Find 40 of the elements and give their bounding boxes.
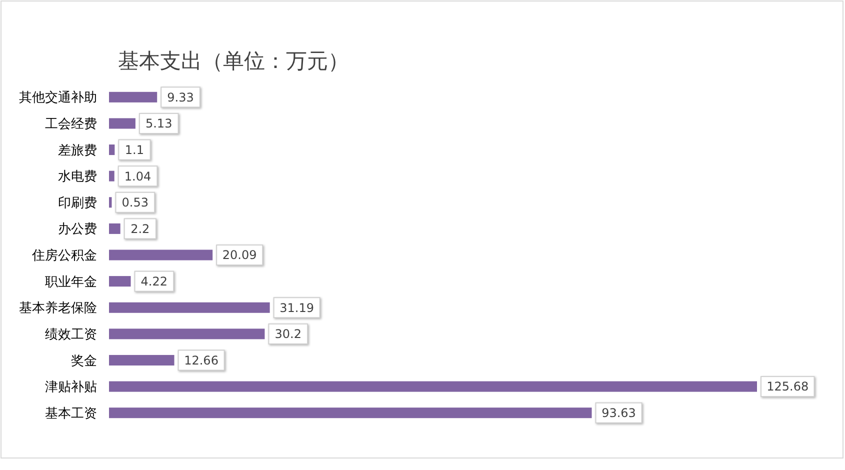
y-tick-label: 印刷费 bbox=[58, 196, 97, 211]
data-label: 20.09 bbox=[222, 248, 257, 262]
y-tick-label: 绩效工资 bbox=[45, 327, 97, 342]
bar bbox=[109, 144, 115, 156]
data-label: 125.68 bbox=[766, 380, 809, 394]
y-tick-label: 基本养老保险 bbox=[19, 300, 97, 316]
bar bbox=[109, 408, 592, 418]
bar bbox=[109, 276, 131, 287]
bar bbox=[109, 354, 174, 366]
bar bbox=[109, 118, 136, 129]
y-tick-label: 奖金 bbox=[71, 354, 97, 369]
data-label: 9.33 bbox=[167, 90, 194, 104]
data-label: 2.2 bbox=[130, 222, 150, 236]
y-tick-label: 职业年金 bbox=[45, 274, 97, 290]
bar bbox=[109, 223, 120, 234]
chart-title: 基本支出（单位：万元） bbox=[118, 49, 349, 73]
y-tick-label: 基本工资 bbox=[45, 406, 97, 422]
y-tick-label: 津贴补贴 bbox=[45, 380, 97, 396]
data-label: 1.04 bbox=[124, 169, 152, 184]
data-label: 31.19 bbox=[280, 300, 314, 315]
bar bbox=[109, 197, 112, 208]
bar bbox=[109, 381, 757, 392]
y-tick-label: 水电费 bbox=[58, 170, 97, 185]
y-tick-label: 工会经费 bbox=[45, 117, 97, 132]
bar bbox=[109, 250, 213, 260]
bar bbox=[109, 170, 114, 182]
bar bbox=[109, 328, 265, 340]
bar bbox=[109, 302, 270, 313]
data-label: 1.1 bbox=[124, 142, 144, 157]
y-tick-label: 其他交通补助 bbox=[19, 90, 97, 106]
data-label: 4.22 bbox=[140, 274, 168, 289]
y-tick-label: 办公费 bbox=[58, 222, 97, 238]
data-label: 0.53 bbox=[122, 196, 148, 210]
data-label: 93.63 bbox=[602, 406, 636, 420]
y-tick-label: 差旅费 bbox=[58, 143, 97, 158]
y-tick-label: 住房公积金 bbox=[31, 248, 97, 264]
data-label: 12.66 bbox=[184, 353, 218, 368]
bar bbox=[109, 92, 158, 102]
data-label: 5.13 bbox=[145, 116, 172, 131]
data-label: 30.2 bbox=[274, 327, 302, 342]
